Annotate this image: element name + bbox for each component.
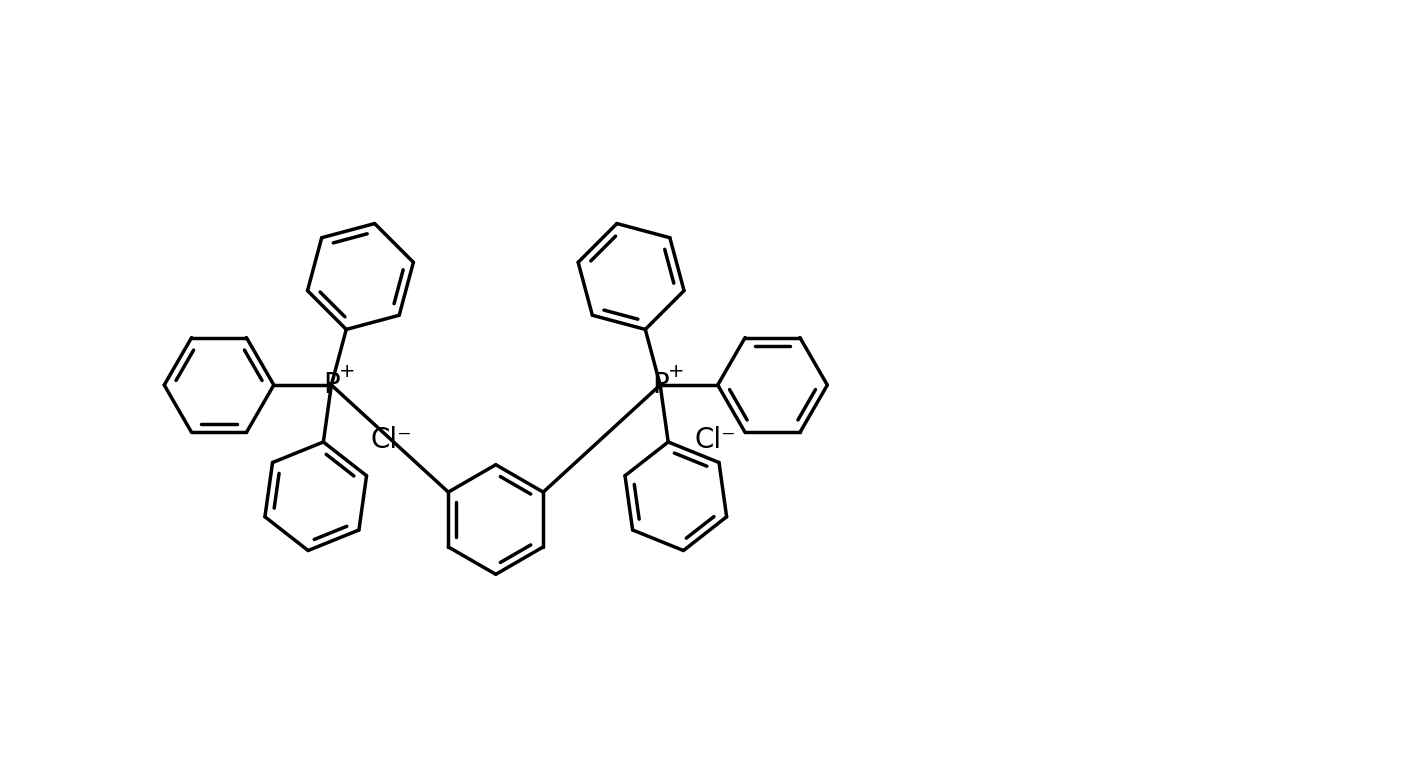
Text: +: + [668, 361, 684, 381]
Text: P: P [651, 371, 668, 399]
Text: Cl⁻: Cl⁻ [694, 426, 735, 454]
Text: P: P [323, 371, 340, 399]
Text: +: + [338, 361, 356, 381]
Text: Cl⁻: Cl⁻ [370, 426, 412, 454]
